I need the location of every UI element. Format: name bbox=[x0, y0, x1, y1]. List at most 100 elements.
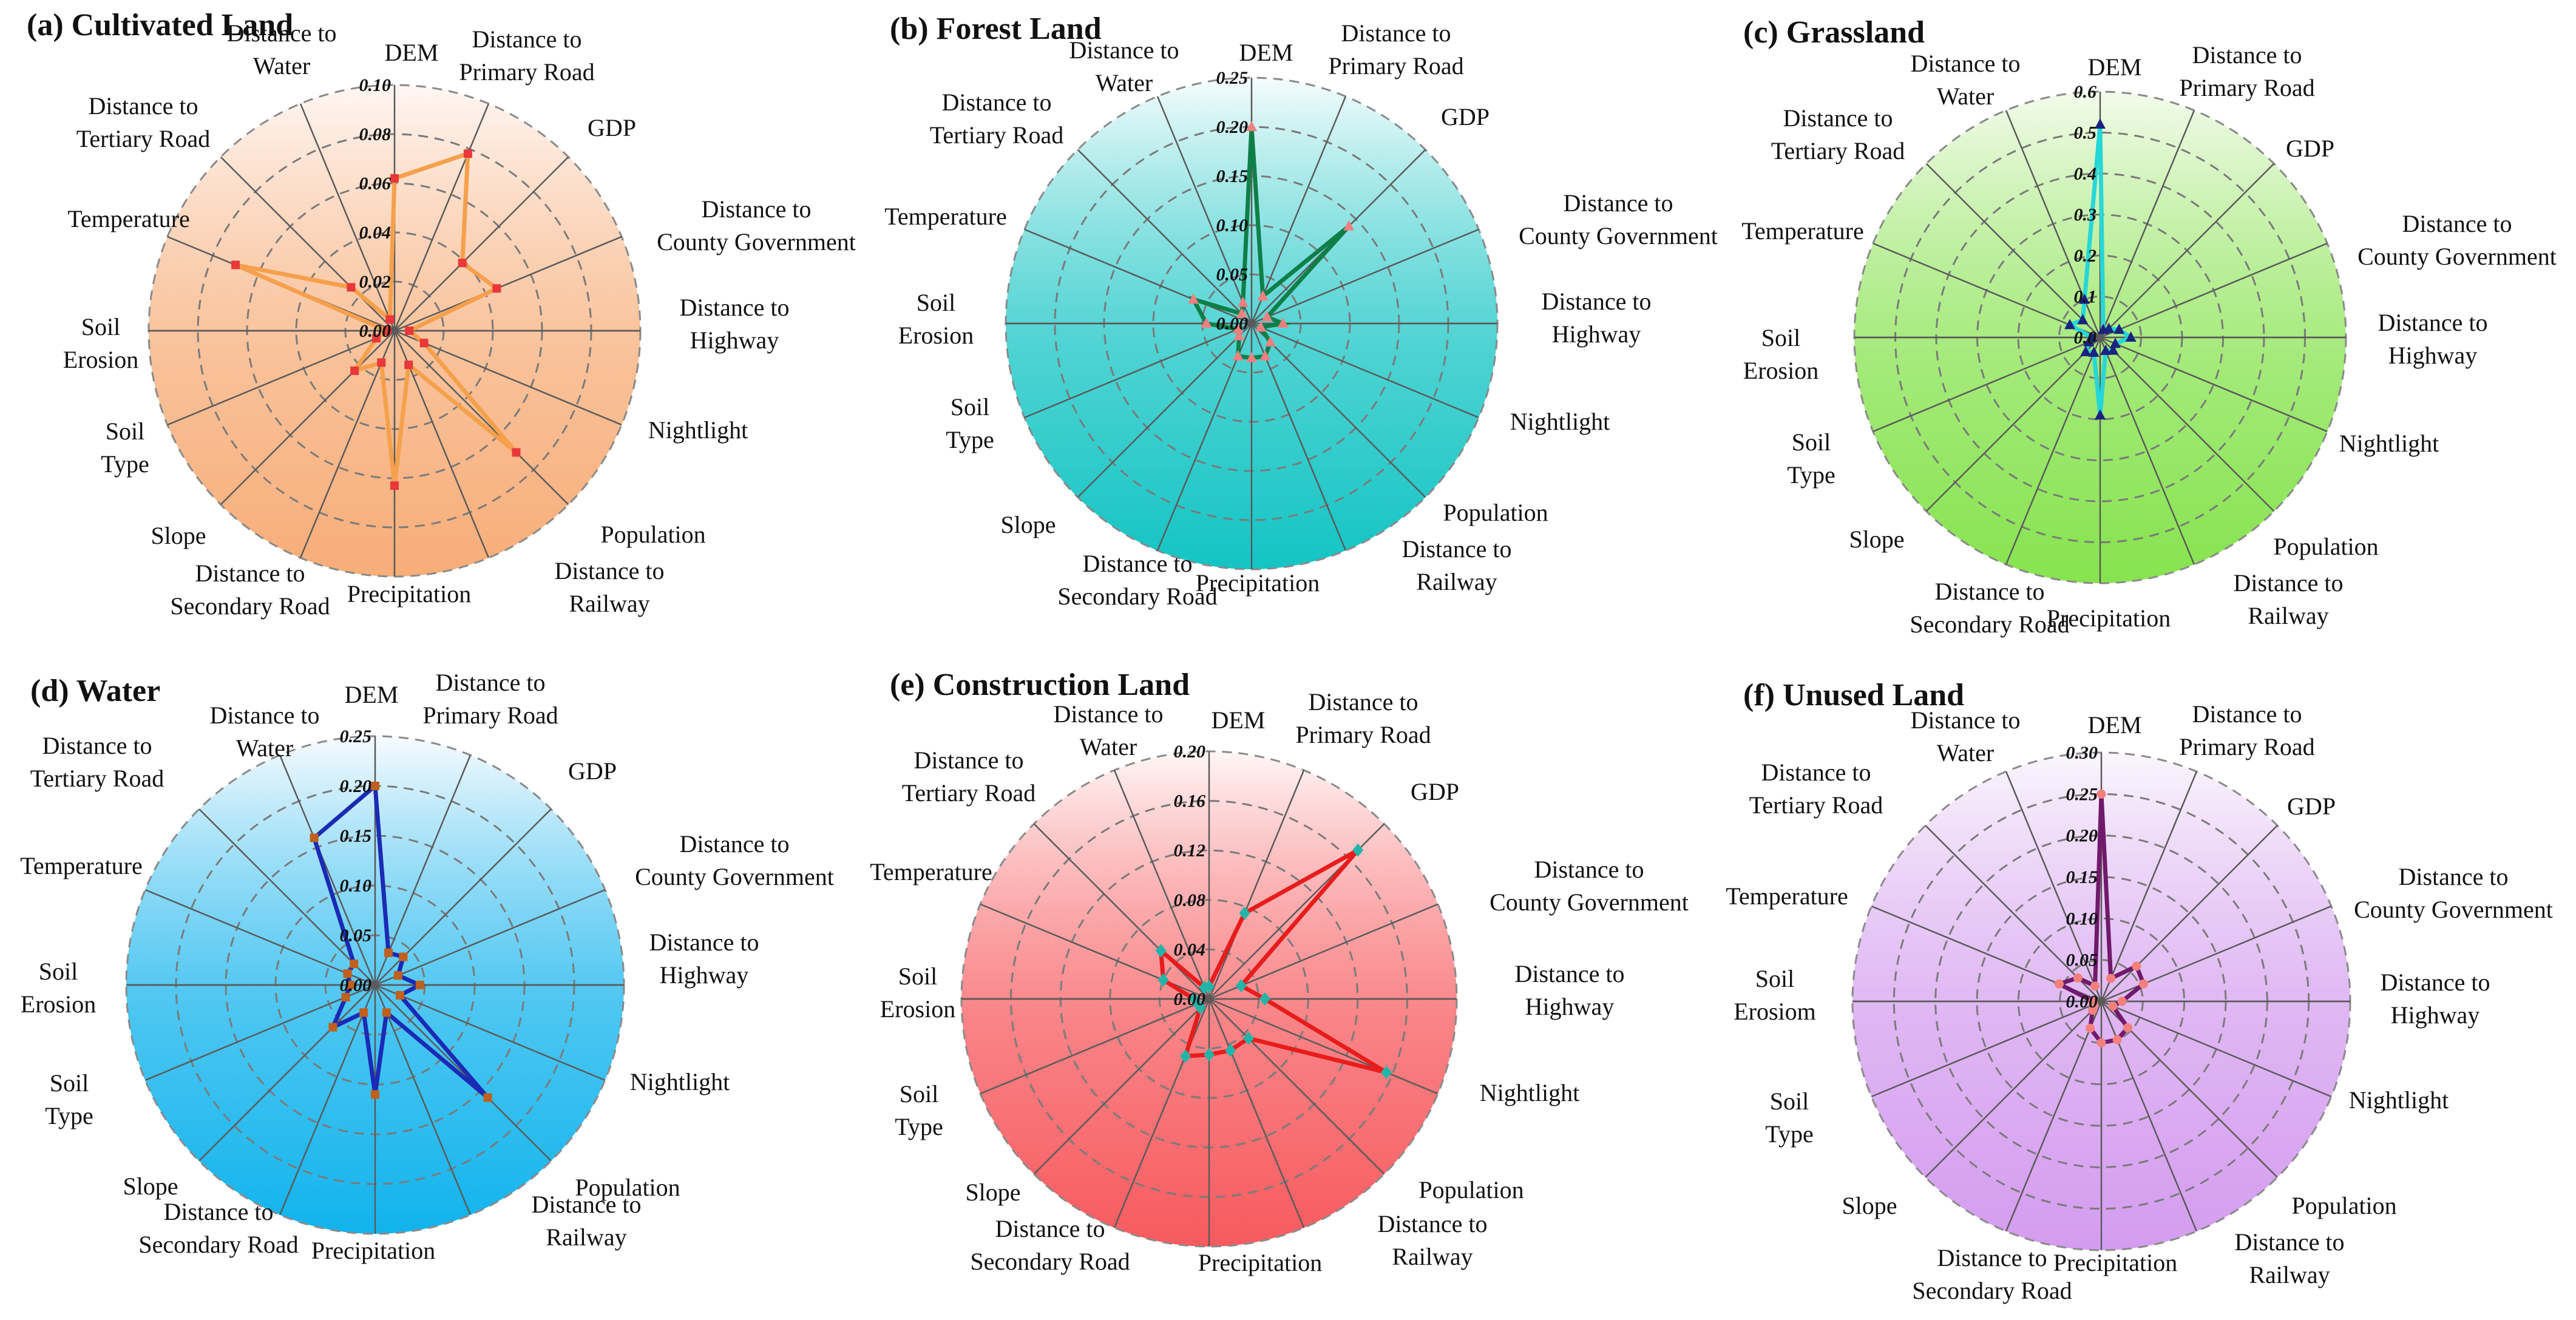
axis-label: Distance to Primary Road bbox=[1328, 19, 1463, 80]
axis-label: Distance to Primary Road bbox=[459, 25, 594, 86]
axis-spoke bbox=[394, 330, 569, 506]
axis-label: Nightlight bbox=[630, 1068, 730, 1095]
axis-label: DEM bbox=[385, 39, 439, 66]
axis-label: Distance to Tertiary Road bbox=[1749, 759, 1883, 819]
axis-label: Distance to County Government bbox=[2357, 210, 2557, 270]
data-point bbox=[1204, 1048, 1215, 1061]
axis-spoke bbox=[1077, 323, 1252, 498]
axis-label: Distance to Highway bbox=[2378, 309, 2487, 369]
axis-label: Distance to Water bbox=[226, 19, 336, 80]
axis-label: Soil Erosion bbox=[63, 313, 138, 373]
axis-label: Distance to Water bbox=[209, 702, 319, 762]
data-point bbox=[395, 990, 404, 1000]
tick-label: 0.20 bbox=[1174, 742, 1206, 762]
tick-label: 0.3 bbox=[2074, 205, 2097, 225]
axis-spoke bbox=[2100, 336, 2328, 433]
data-point bbox=[2123, 1023, 2132, 1032]
data-point bbox=[1188, 992, 1200, 1006]
axis-label: Population bbox=[1443, 499, 1548, 526]
axis-label: Soil Type bbox=[1765, 1088, 1813, 1148]
data-point bbox=[463, 149, 472, 158]
axis-label: Slope bbox=[965, 1179, 1020, 1206]
data-point bbox=[341, 993, 350, 1002]
axis-label: Distance to County Government bbox=[1490, 856, 1689, 916]
axis-spoke bbox=[375, 984, 606, 1081]
data-point bbox=[399, 952, 408, 961]
axis-spoke bbox=[299, 103, 396, 331]
panel-title: (d) Water bbox=[30, 674, 160, 708]
tick-label: 0.6 bbox=[2074, 82, 2097, 102]
data-point bbox=[405, 327, 414, 335]
data-point bbox=[385, 315, 395, 324]
axis-label: Distance to Railway bbox=[1402, 535, 1511, 595]
axis-label: Distance to Tertiary Road bbox=[930, 89, 1063, 149]
axis-spoke bbox=[1925, 163, 2101, 338]
axis-label: Nightlight bbox=[648, 416, 748, 444]
axis-spoke bbox=[2005, 1001, 2103, 1232]
axis-label: Precipitation bbox=[347, 580, 471, 608]
axis-label: Precipitation bbox=[1196, 569, 1320, 597]
axis-label: Soil Type bbox=[1787, 428, 1835, 489]
axis-label: Soil Type bbox=[946, 393, 994, 453]
data-point bbox=[1225, 1043, 1236, 1057]
axis-spoke bbox=[144, 984, 376, 1081]
tick-label: 0.02 bbox=[359, 272, 391, 292]
data-point bbox=[231, 260, 240, 269]
axis-spoke bbox=[1024, 322, 1252, 419]
axis-label: Distance to Railway bbox=[1377, 1210, 1487, 1270]
radar-panel-6: 0.00 0.05 0.10 0.15 0.20 0.25 0.30 DEM Distance … bbox=[1726, 678, 2553, 1304]
data-point bbox=[382, 1008, 391, 1017]
axis-label: Nightlight bbox=[2349, 1086, 2449, 1114]
data-point bbox=[2132, 961, 2141, 971]
axis-label: Distance to Tertiary Road bbox=[902, 746, 1035, 807]
data-point bbox=[393, 971, 402, 980]
tick-label: 0.20 bbox=[2066, 826, 2098, 846]
data-point bbox=[1381, 1066, 1392, 1080]
axis-label: Distance to Highway bbox=[649, 929, 759, 989]
axis-label: GDP bbox=[568, 757, 617, 785]
tick-label: 0.00 bbox=[1174, 989, 1206, 1009]
tick-label: 0.25 bbox=[2066, 784, 2098, 804]
data-point bbox=[458, 259, 467, 268]
data-point bbox=[2106, 973, 2116, 983]
tick-label: 0.00 bbox=[340, 975, 372, 995]
data-point bbox=[1246, 121, 1257, 131]
data-point bbox=[1259, 992, 1270, 1006]
axis-label: Population bbox=[600, 521, 705, 548]
data-point bbox=[1233, 330, 1245, 340]
axis-label: Distance to County Government bbox=[635, 830, 834, 890]
data-point bbox=[1236, 307, 1247, 318]
data-point bbox=[371, 782, 379, 790]
data-point bbox=[1277, 317, 1289, 328]
axis-label: Nightlight bbox=[2339, 430, 2439, 457]
axis-spoke bbox=[198, 984, 376, 1162]
axis-label: Soil Erosiom bbox=[1734, 965, 1816, 1025]
axis-label: Distance to Railway bbox=[531, 1191, 641, 1251]
axis-label: Temperature bbox=[67, 205, 190, 232]
axis-label: Distance to Water bbox=[1910, 706, 2020, 767]
data-point bbox=[492, 284, 501, 293]
data-point bbox=[1158, 973, 1169, 987]
data-point bbox=[2088, 997, 2098, 1006]
axis-spoke bbox=[1873, 242, 2101, 339]
tick-label: 0.08 bbox=[359, 124, 391, 144]
panel-title: (f) Unused Land bbox=[1743, 678, 1964, 712]
data-point bbox=[372, 334, 381, 343]
axis-label: Distance to Water bbox=[1069, 36, 1179, 96]
data-point bbox=[343, 969, 352, 978]
data-point bbox=[310, 833, 319, 842]
tick-label: 0.15 bbox=[2066, 867, 2098, 887]
axis-spoke bbox=[220, 330, 395, 506]
axis-spoke bbox=[1208, 903, 1439, 1000]
axis-label: Distance to Highway bbox=[679, 294, 789, 354]
tick-label: 0.04 bbox=[359, 223, 391, 243]
axis-label: Soil Erosion bbox=[898, 289, 974, 349]
axis-label: Population bbox=[575, 1174, 680, 1201]
data-point bbox=[350, 366, 359, 375]
axis-label: Distance to Primary Road bbox=[422, 669, 558, 729]
axis-label: GDP bbox=[2287, 793, 2336, 820]
tick-label: 0.10 bbox=[340, 876, 372, 896]
axis-label: Distance to County Government bbox=[1519, 189, 1718, 249]
axis-label: GDP bbox=[1411, 778, 1459, 805]
